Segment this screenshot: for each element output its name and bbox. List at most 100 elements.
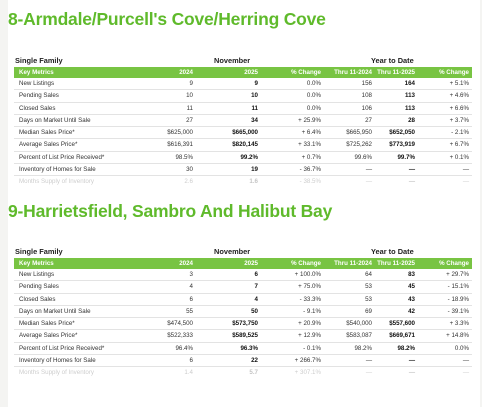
ytd-2024: —	[365, 178, 372, 186]
table-row: Inventory of Homes for Sale 6 22 + 266.7% — —…	[14, 355, 472, 368]
ytd-percent-change: + 5.1%	[449, 80, 469, 87]
percent-change: + 0.7%	[301, 153, 321, 161]
column-header: Thru 11-2025	[377, 260, 415, 267]
ytd-2025: —	[408, 178, 415, 186]
property-type-label: Single Family	[15, 247, 63, 256]
ytd-2025: 28	[408, 116, 415, 124]
ytd-percent-change: —	[462, 166, 469, 174]
ytd-percent-change: + 0.1%	[449, 153, 469, 161]
metric-label: Days on Market Until Sale	[19, 307, 91, 315]
value-2025: $665,000	[232, 129, 258, 137]
percent-change: + 100.0%	[294, 271, 321, 278]
ytd-2025: —	[408, 166, 415, 174]
table-row: Median Sales Price* $474,500 $573,750 + 20.…	[14, 318, 472, 331]
metric-label: Months Supply of Inventory	[19, 178, 94, 186]
value-2024: 98.5%	[175, 153, 193, 161]
metric-label: Closed Sales	[19, 295, 56, 303]
table-row: Percent of List Price Received* 96.4% 96.3…	[14, 343, 472, 356]
percent-change: + 20.9%	[298, 320, 321, 328]
percent-change: - 36.7%	[299, 166, 321, 174]
ytd-2025: 43	[408, 295, 415, 303]
table-row: Months Supply of Inventory 2.6 1.6 - 38.5% —…	[14, 176, 472, 187]
percent-change: + 75.0%	[298, 283, 321, 291]
metric-label: Inventory of Homes for Sale	[19, 357, 96, 365]
percent-change: + 33.1%	[298, 141, 321, 149]
value-2025: $589,525	[232, 332, 258, 340]
ytd-2024: $665,950	[346, 129, 372, 137]
ytd-2025: $652,050	[389, 129, 415, 137]
ytd-2025: 45	[408, 283, 415, 291]
value-2025: 50	[251, 307, 258, 315]
value-2025: 99.2%	[240, 153, 258, 161]
column-header-row: Key Metrics 2024 2025 % Change Thru 11-2…	[14, 258, 472, 269]
table-row: Inventory of Homes for Sale 30 19 - 36.7% — —…	[14, 164, 472, 177]
ytd-percent-change: —	[462, 178, 469, 186]
value-2024: $522,333	[167, 332, 193, 340]
ytd-2024: 156	[361, 80, 372, 87]
percent-change: 0.0%	[306, 104, 321, 112]
value-2024: 3	[189, 271, 193, 278]
value-2025: 22	[251, 357, 258, 365]
value-2025: 4	[254, 295, 258, 303]
percent-change: - 9.1%	[303, 307, 321, 315]
stats-table: Single Family November Year to Date Key …	[14, 53, 472, 188]
column-header: 2025	[244, 260, 258, 267]
region-title: 8-Armdale/Purcell's Cove/Herring Cove	[8, 9, 326, 29]
value-2025: 9	[254, 80, 258, 87]
ytd-percent-change: + 3.7%	[449, 116, 469, 124]
table-row: New Listings 3 6 + 100.0% 64 83 + 29.7%	[14, 269, 472, 282]
ytd-percent-change: + 6.6%	[449, 104, 469, 112]
value-2024: 96.4%	[175, 344, 193, 352]
table-row: Closed Sales 11 11 0.0% 106 113 + 6.6%	[14, 103, 472, 115]
column-header: Thru 11-2024	[334, 260, 372, 267]
value-2025: $573,750	[232, 320, 258, 328]
value-2025: 34	[251, 116, 258, 124]
metric-label: Average Sales Price*	[19, 332, 78, 340]
table-group-header: Single Family November Year to Date	[14, 244, 472, 258]
percent-change: 0.0%	[306, 92, 321, 100]
value-2024: $625,000	[167, 129, 193, 137]
ytd-percent-change: + 4.6%	[449, 92, 469, 100]
month-header: November	[214, 247, 251, 256]
value-2024: $474,500	[167, 320, 193, 328]
value-2024: 30	[186, 166, 193, 174]
percent-change: + 25.9%	[298, 116, 321, 124]
table-row: Average Sales Price* $522,333 $589,525 + 12…	[14, 330, 472, 343]
ytd-2024: 53	[365, 295, 372, 303]
ytd-2024: 69	[365, 307, 372, 315]
value-2025: 5.7	[249, 369, 258, 377]
ytd-percent-change: + 3.3%	[449, 320, 469, 328]
stats-table: Single Family November Year to Date Key …	[14, 244, 472, 379]
ytd-2025: $773,919	[389, 141, 415, 149]
metric-label: Months Supply of Inventory	[19, 369, 94, 377]
value-2024: 6	[189, 357, 193, 365]
percent-change: - 0.1%	[303, 344, 321, 352]
ytd-2025: —	[408, 369, 415, 377]
ytd-2025: 42	[408, 307, 415, 315]
table-row: Median Sales Price* $625,000 $665,000 + 6.4…	[14, 127, 472, 140]
ytd-percent-change: - 2.1%	[451, 129, 469, 137]
ytd-2024: 53	[365, 283, 372, 291]
ytd-2024: 64	[365, 271, 372, 278]
metric-label: Median Sales Price*	[19, 320, 75, 328]
table-row: Days on Market Until Sale 55 50 - 9.1% 69 42 -…	[14, 306, 472, 319]
metric-label: New Listings	[19, 80, 55, 87]
ytd-2024: 98.2%	[354, 344, 372, 352]
value-2025: 7	[254, 283, 258, 291]
ytd-2025: $669,671	[389, 332, 415, 340]
value-2024: 55	[186, 307, 193, 315]
value-2025: $820,145	[232, 141, 258, 149]
region-title: 9-Harrietsfield, Sambro And Halibut Bay	[8, 201, 333, 221]
table-body: New Listings 3 6 + 100.0% 64 83 + 29.7% Pending…	[14, 269, 472, 379]
ytd-percent-change: + 6.7%	[449, 141, 469, 149]
metric-label: Pending Sales	[19, 92, 59, 100]
table-row: Closed Sales 6 4 - 33.3% 53 43 - 18.9%	[14, 294, 472, 306]
ytd-2024: $725,262	[346, 141, 372, 149]
ytd-2024: $583,087	[346, 332, 372, 340]
column-header: 2024	[179, 69, 193, 76]
ytd-header: Year to Date	[371, 56, 414, 65]
column-header: % Change	[291, 69, 321, 76]
column-header: % Change	[439, 69, 469, 76]
ytd-percent-change: —	[462, 369, 469, 377]
table-body: New Listings 9 9 0.0% 156 164 + 5.1% Pending Sa…	[14, 78, 472, 188]
